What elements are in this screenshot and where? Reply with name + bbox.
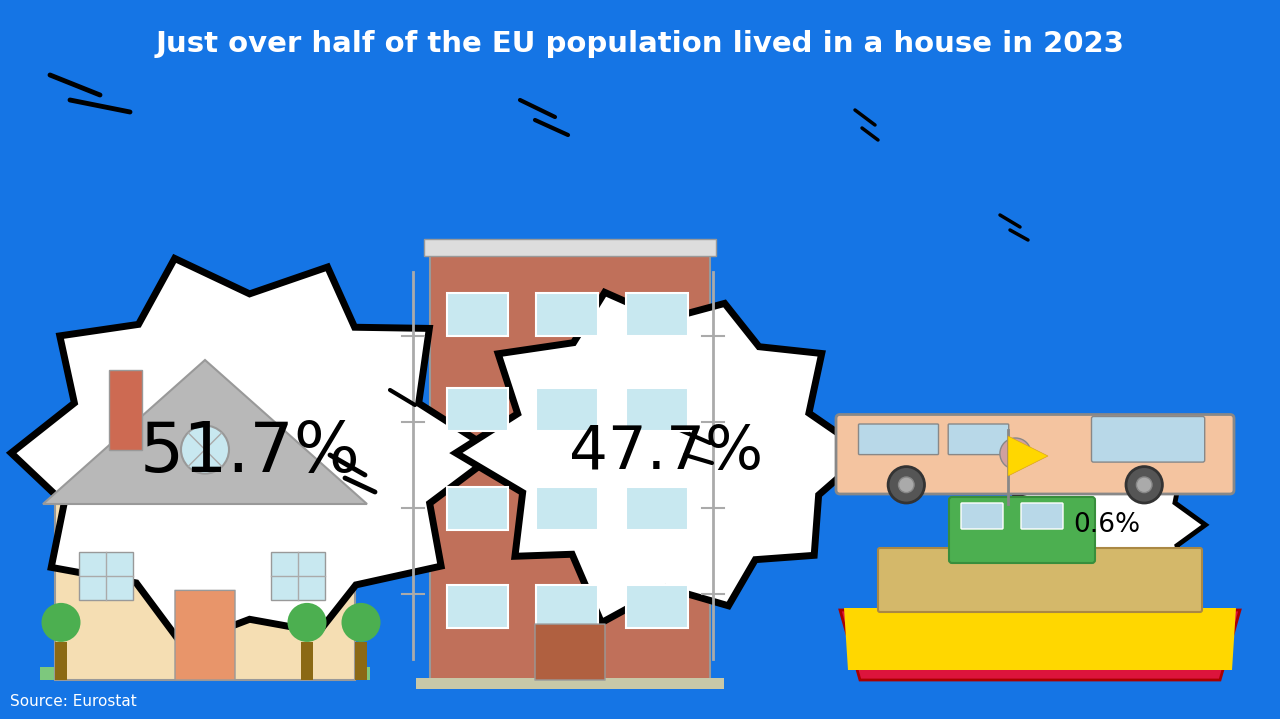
Circle shape [899,477,914,493]
FancyBboxPatch shape [55,641,67,680]
FancyBboxPatch shape [447,388,508,431]
FancyBboxPatch shape [859,424,938,454]
FancyBboxPatch shape [355,641,367,680]
FancyBboxPatch shape [430,250,710,680]
Circle shape [288,603,326,642]
FancyBboxPatch shape [536,388,598,431]
Text: Just over half of the EU population lived in a house in 2023: Just over half of the EU population live… [155,30,1125,58]
FancyBboxPatch shape [271,552,325,600]
Text: 47.7%: 47.7% [568,423,763,482]
FancyBboxPatch shape [836,414,1234,494]
Circle shape [180,426,229,474]
FancyBboxPatch shape [1092,416,1204,462]
Text: Source: Eurostat: Source: Eurostat [10,694,137,709]
FancyBboxPatch shape [447,487,508,529]
FancyBboxPatch shape [301,641,314,680]
Circle shape [888,467,924,503]
FancyBboxPatch shape [40,667,370,680]
FancyBboxPatch shape [948,497,1094,563]
FancyBboxPatch shape [447,585,508,628]
Circle shape [1137,477,1152,493]
FancyBboxPatch shape [109,370,142,449]
Circle shape [342,603,380,642]
Polygon shape [456,293,867,623]
Polygon shape [44,360,367,504]
FancyBboxPatch shape [626,585,687,628]
Polygon shape [1009,436,1048,476]
Circle shape [1000,438,1032,470]
FancyBboxPatch shape [536,293,598,336]
FancyBboxPatch shape [878,548,1202,612]
Text: 0.6%: 0.6% [1074,512,1140,538]
FancyBboxPatch shape [961,503,1004,529]
FancyBboxPatch shape [626,388,687,431]
Polygon shape [1015,444,1206,605]
Text: 51.7%: 51.7% [140,419,360,487]
FancyBboxPatch shape [626,487,687,529]
Circle shape [1126,467,1162,503]
FancyBboxPatch shape [416,678,724,689]
FancyBboxPatch shape [948,424,1009,454]
FancyBboxPatch shape [425,239,716,257]
FancyBboxPatch shape [536,585,598,628]
FancyBboxPatch shape [79,552,133,600]
FancyBboxPatch shape [55,504,355,680]
FancyBboxPatch shape [536,487,598,529]
FancyBboxPatch shape [535,624,605,680]
FancyBboxPatch shape [175,590,236,680]
Polygon shape [12,258,497,645]
FancyBboxPatch shape [626,293,687,336]
Circle shape [41,603,81,642]
Polygon shape [840,610,1240,680]
FancyBboxPatch shape [1021,503,1062,529]
Polygon shape [844,608,1236,670]
FancyBboxPatch shape [447,293,508,336]
